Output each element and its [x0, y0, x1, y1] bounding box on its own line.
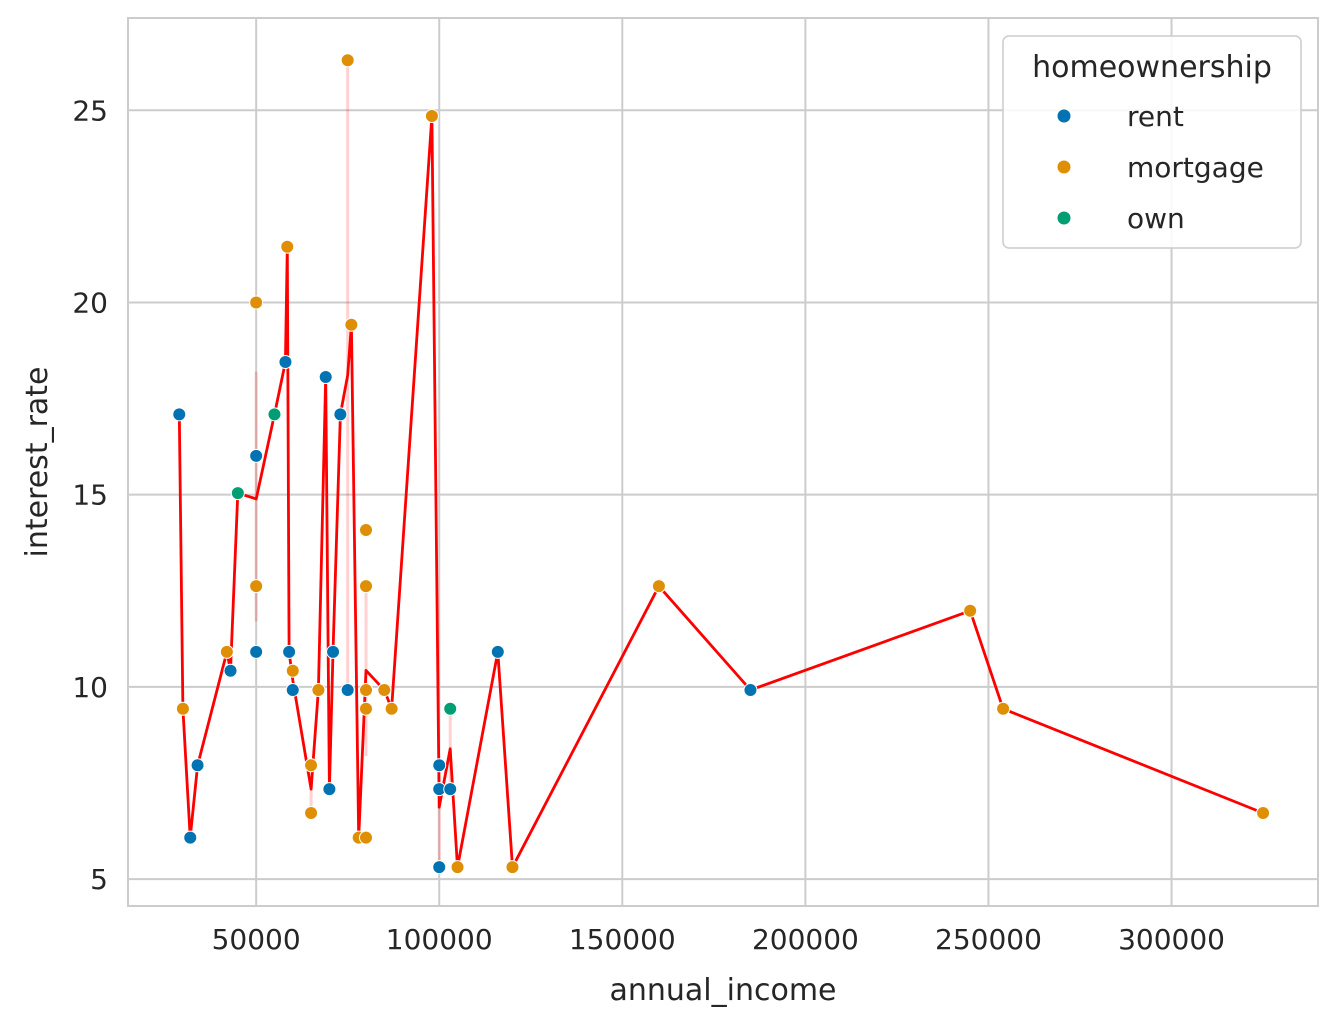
point-mortgage — [384, 701, 399, 716]
point-mortgage — [359, 579, 373, 594]
point-mortgage — [359, 830, 373, 845]
point-rent — [249, 644, 264, 659]
y-tick-label: 5 — [90, 863, 108, 896]
point-mortgage — [359, 682, 373, 697]
legend-box — [1002, 35, 1302, 249]
point-mortgage — [340, 53, 355, 68]
x-tick-label: 250000 — [935, 923, 1042, 956]
point-mortgage — [450, 860, 465, 875]
point-rent — [743, 682, 758, 697]
scatter-points — [172, 53, 1271, 875]
legend: homeownership rent mortgage own — [1002, 35, 1302, 249]
point-rent — [432, 860, 447, 875]
point-mortgage — [304, 805, 319, 820]
point-rent — [172, 407, 187, 422]
point-rent — [278, 355, 293, 370]
point-mortgage — [285, 663, 300, 678]
point-rent — [223, 663, 238, 678]
x-tick-label: 200000 — [752, 923, 859, 956]
point-rent — [432, 758, 447, 773]
point-rent — [490, 644, 505, 659]
y-tick-label: 10 — [72, 671, 108, 704]
legend-marker-rent — [1057, 109, 1071, 123]
x-axis-label: annual_income — [609, 973, 836, 1008]
x-tick-label: 50000 — [212, 923, 301, 956]
point-rent — [318, 370, 333, 385]
point-mortgage — [249, 579, 264, 594]
x-tick-label: 150000 — [569, 923, 676, 956]
point-mortgage — [651, 579, 666, 594]
point-mortgage — [963, 603, 978, 618]
y-axis-label: interest_rate — [20, 366, 55, 557]
point-rent — [249, 448, 264, 463]
y-tick-labels: 5 10 15 20 25 — [72, 94, 108, 896]
x-tick-label: 300000 — [1118, 923, 1225, 956]
point-own — [230, 486, 245, 501]
point-mortgage — [175, 701, 190, 716]
point-mortgage — [996, 701, 1011, 716]
point-rent — [282, 644, 297, 659]
point-rent — [443, 782, 458, 797]
point-own — [443, 701, 458, 716]
point-mortgage — [249, 295, 264, 310]
point-rent — [285, 682, 300, 697]
trend-line — [177, 114, 1264, 869]
y-tick-label: 25 — [72, 94, 108, 127]
y-tick-label: 15 — [72, 479, 108, 512]
point-mortgage — [304, 758, 319, 773]
y-tick-label: 20 — [72, 286, 108, 319]
point-mortgage — [219, 644, 234, 659]
point-rent — [183, 830, 198, 845]
legend-label-own: own — [1127, 202, 1185, 235]
legend-marker-own — [1057, 211, 1071, 225]
point-rent — [326, 644, 341, 659]
point-rent — [190, 758, 205, 773]
point-rent — [340, 682, 355, 697]
x-tick-labels: 50000 100000 150000 200000 250000 300000 — [212, 923, 1225, 956]
point-mortgage — [280, 239, 295, 254]
point-mortgage — [377, 682, 392, 697]
legend-label-rent: rent — [1127, 100, 1184, 133]
point-mortgage — [344, 317, 359, 332]
point-mortgage — [359, 701, 373, 716]
x-tick-label: 100000 — [386, 923, 493, 956]
point-mortgage — [505, 860, 520, 875]
legend-title: homeownership — [1032, 50, 1272, 85]
point-rent — [333, 407, 348, 422]
trend-line-layer — [177, 114, 1264, 869]
point-mortgage — [1256, 805, 1271, 820]
legend-marker-mortgage — [1057, 160, 1071, 174]
point-own — [267, 407, 282, 422]
plot-frame — [127, 17, 1319, 907]
legend-label-mortgage: mortgage — [1127, 151, 1264, 184]
point-mortgage — [311, 682, 326, 697]
point-rent — [322, 782, 337, 797]
point-mortgage — [359, 523, 373, 538]
point-mortgage — [424, 109, 439, 124]
